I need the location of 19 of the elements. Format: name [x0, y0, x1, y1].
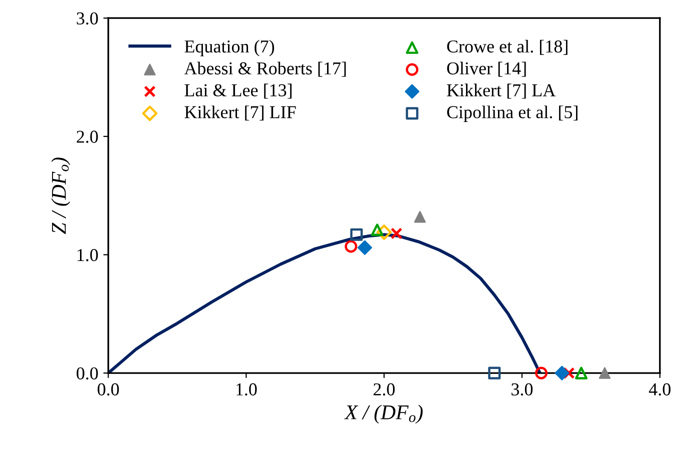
x-tick-label: 4.0 [648, 383, 670, 396]
legend-label: Equation (7) [184, 40, 274, 56]
y-tick-label: 3.0 [76, 12, 98, 25]
legend-label: Oliver [14] [447, 62, 526, 77]
legend-label: Cipollina et al. [5] [447, 106, 578, 122]
y-tick-label: 1.0 [78, 248, 98, 262]
legend-label: Kikkert [7] LIF [184, 106, 296, 121]
y-tick-label: 2.0 [76, 130, 98, 143]
y-tick-label: 0.0 [76, 367, 98, 380]
y-axis-title: Z / (DF$_{o}$) [51, 158, 70, 234]
legend-label: Lai & Lee [13] [184, 84, 292, 99]
x-tick-label: 0.0 [98, 383, 119, 396]
legend-label: Kikkert [7] LA [446, 84, 556, 99]
x-tick-label: 3.0 [512, 383, 533, 396]
legend-label: Abessi & Roberts [17] [184, 62, 346, 77]
x-tick-label: 1.0 [236, 383, 257, 396]
x-tick-label: 2.0 [374, 383, 395, 396]
legend-label: Crowe et al. [18] [447, 40, 568, 55]
x-axis-title: X / (DF$_{o}$) [344, 404, 423, 424]
